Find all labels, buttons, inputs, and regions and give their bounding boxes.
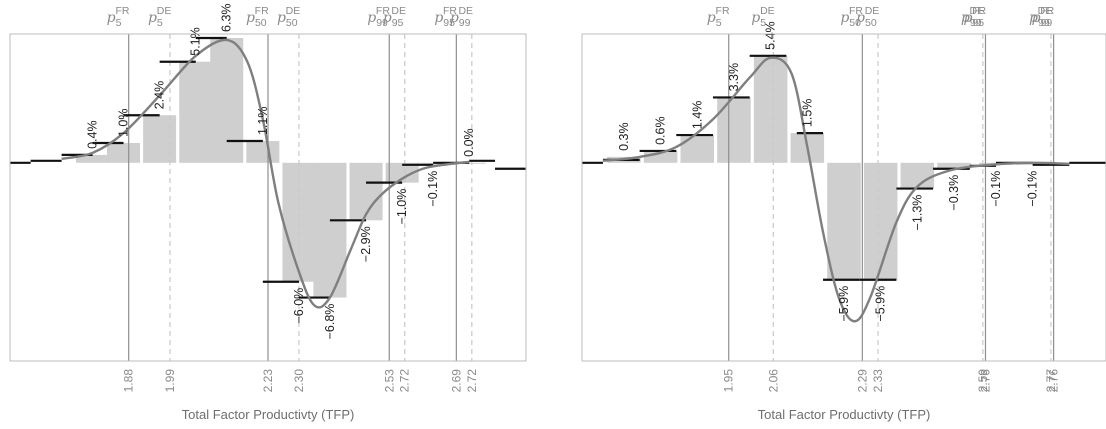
bar	[680, 135, 715, 163]
bar-value-label: 0.3%	[617, 122, 631, 151]
bar	[753, 55, 788, 163]
bar	[313, 162, 347, 298]
chart-panel: 0.3% 0.6% 1.4% 3.3% 5.4% 1.5% −5.9% −5.9% −1.3% −…	[581, 5, 1106, 422]
x-tick-label: 2.29	[855, 369, 869, 393]
bar-value-label: −6.8%	[323, 304, 337, 340]
bar	[143, 115, 177, 163]
bar-value-label: 1.1%	[256, 107, 270, 136]
density-curve	[602, 56, 1070, 323]
density-curve	[61, 38, 470, 309]
x-tick-label: 1.95	[722, 369, 736, 393]
x-tick-label: 2.33	[871, 369, 885, 393]
bar	[900, 162, 935, 189]
percentile-label: p50DE	[856, 5, 879, 29]
x-tick-label: 2.06	[766, 369, 780, 393]
percentile-label: p99FR	[367, 5, 390, 29]
x-axis-label: Total Factor Productivty (TFP)	[182, 407, 355, 422]
bar-value-label: −0.1%	[1026, 171, 1040, 207]
bar-value-label: 1.4%	[690, 101, 704, 130]
x-axis-label: Total Factor Productivty (TFP)	[758, 407, 931, 422]
x-tick-label: 2.77	[1044, 369, 1058, 393]
bar-value-label: 0.0%	[462, 128, 476, 157]
bar-value-label: 5.4%	[764, 21, 778, 50]
bar	[107, 143, 141, 163]
percentile-label: p5FR	[107, 5, 130, 29]
x-tick-label: 2.30	[292, 369, 306, 393]
percentile-label: p50FR	[246, 5, 269, 29]
bar	[717, 97, 751, 163]
bar	[863, 162, 898, 280]
bar-value-label: 5.1%	[189, 27, 203, 56]
plot-frame	[581, 33, 1106, 362]
bar-value-label: −5.9%	[837, 286, 851, 322]
percentile-label: p50DE	[277, 5, 300, 29]
percentile-label: p50FR	[840, 5, 863, 29]
percentile-label: p99DE	[961, 5, 984, 29]
x-tick-label: 2.76	[978, 369, 992, 393]
x-tick-label: 2.23	[261, 369, 275, 393]
bar-value-label: 2.4%	[153, 81, 167, 110]
bar-value-label: −5.9%	[874, 286, 888, 322]
bar	[385, 162, 419, 183]
x-tick-label: 2.69	[449, 369, 463, 393]
x-tick-label: 2.72	[465, 369, 479, 393]
bar-value-label: 1.5%	[800, 99, 814, 128]
x-tick-label: 1.99	[163, 369, 177, 393]
percentile-label: p5DE	[751, 5, 774, 29]
x-tick-label: 2.72	[398, 369, 412, 393]
bar-value-label: 6.3%	[220, 3, 234, 32]
percentile-label: p5FR	[707, 5, 730, 29]
percentile-label: p99DE	[450, 5, 473, 29]
bar-value-label: −0.3%	[947, 175, 961, 211]
bar-value-label: −6.0%	[292, 288, 306, 324]
percentile-label: p99FR	[1032, 5, 1055, 29]
percentile-label: p99DE	[1029, 5, 1052, 29]
bar	[349, 162, 383, 221]
x-tick-label: 2.59	[976, 369, 990, 393]
bar-value-label: −2.9%	[359, 226, 373, 262]
bar	[210, 37, 244, 163]
percentile-label: p95FR	[963, 5, 986, 29]
bar-value-label: 0.4%	[86, 120, 100, 149]
plot-frame	[9, 33, 527, 362]
bar-value-label: 3.3%	[727, 63, 741, 92]
bar	[643, 150, 678, 163]
bar	[937, 162, 971, 169]
x-tick-label: 2.76	[1047, 369, 1061, 393]
percentile-label: p95FR	[434, 5, 457, 29]
bar	[827, 162, 861, 280]
bar-value-label: −1.0%	[395, 189, 409, 225]
chart-panel: 0.4% 1.0% 2.4% 5.1% 6.3% 1.1% −6.0% −6.8% −2.9% −…	[9, 3, 527, 422]
x-tick-label: 1.88	[122, 369, 136, 393]
bar-value-label: −0.1%	[989, 171, 1003, 207]
x-tick-label: 2.53	[382, 369, 396, 393]
bar-value-label: −1.3%	[910, 195, 924, 231]
bar	[179, 61, 213, 163]
bar-value-label: 1.0%	[117, 109, 131, 137]
bar-value-label: 0.6%	[654, 116, 668, 145]
bar	[246, 141, 280, 163]
percentile-label: p95DE	[383, 5, 406, 29]
bar	[76, 154, 110, 163]
percentile-label: p5DE	[148, 5, 171, 29]
bar-value-label: −0.1%	[426, 171, 440, 207]
